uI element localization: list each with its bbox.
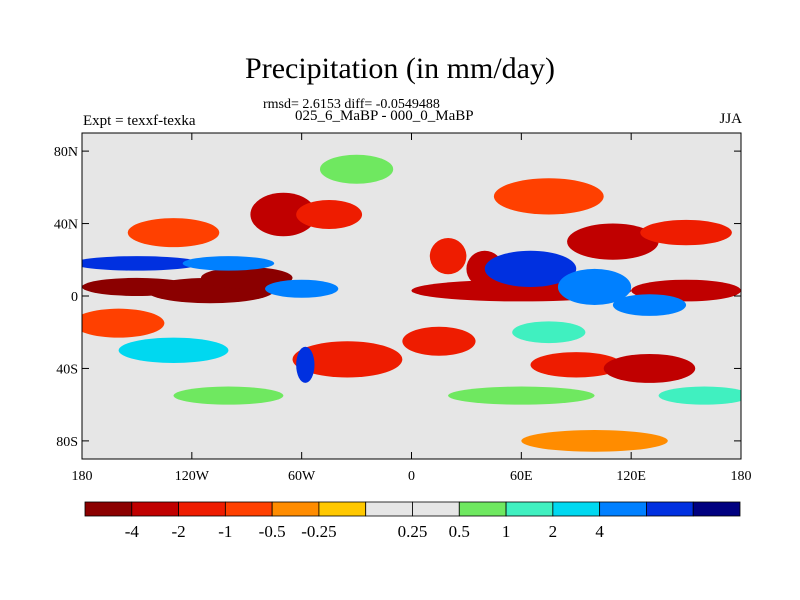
anomaly-fields	[82, 154, 741, 452]
colorbar-label: -0.5	[259, 522, 286, 541]
colorbar-swatch	[552, 501, 601, 517]
colorbar-swatch	[224, 501, 273, 517]
figure-title: Precipitation (in mm/day)	[245, 52, 555, 85]
anomaly-region	[200, 267, 293, 289]
anomaly-region	[493, 178, 604, 215]
colorbar-swatch	[131, 501, 179, 517]
colorbar-label: 1	[502, 522, 511, 541]
colorbar-swatch	[271, 501, 320, 517]
anomaly-region	[296, 200, 363, 229]
lat-tick-label: 40N	[54, 218, 78, 233]
colorbar-swatch	[318, 501, 367, 517]
colorbar-label: -0.25	[301, 522, 336, 541]
colorbar-label: 0.25	[398, 522, 428, 541]
colorbar-label: 4	[595, 522, 604, 541]
map-plot-area	[81, 132, 742, 460]
anomaly-region	[557, 268, 632, 306]
colorbar-swatch	[646, 501, 694, 517]
anomaly-region	[402, 326, 476, 356]
colorbar-swatch	[692, 501, 741, 517]
anomaly-region	[567, 223, 659, 260]
anomaly-region	[319, 154, 394, 184]
colorbar-label: -4	[125, 522, 140, 541]
lon-tick-label: 120E	[616, 469, 646, 484]
colorbar-swatch	[365, 501, 413, 517]
anomaly-region	[658, 386, 741, 405]
colorbar-label: -1	[218, 522, 232, 541]
colorbar-swatch	[178, 501, 226, 517]
lat-tick-label: 80N	[54, 145, 78, 160]
lon-tick-label: 0	[408, 469, 415, 484]
experiment-label: Expt = texxf-texka	[83, 113, 196, 129]
anomaly-region	[82, 256, 201, 271]
anomaly-region	[530, 352, 623, 378]
lat-tick-label: 80S	[56, 435, 78, 450]
anomaly-region	[296, 346, 315, 383]
map-axes: 80N 40N 0 40S 80S 180 120W 60W 0 60E 120E 180	[54, 133, 752, 484]
anomaly-region	[484, 250, 577, 287]
anomaly-region	[265, 279, 339, 298]
colorbar-swatch	[458, 501, 507, 517]
anomaly-region	[182, 256, 275, 271]
colorbar-swatch	[412, 501, 460, 517]
colorbar-swatch	[505, 501, 554, 517]
colorbar-label: -2	[171, 522, 185, 541]
anomaly-region	[82, 308, 165, 338]
anomaly-region	[250, 192, 317, 237]
lon-tick-label: 120W	[175, 469, 210, 484]
colorbar-swatch	[599, 501, 647, 517]
anomaly-region	[173, 386, 284, 405]
lon-tick-label: 180	[72, 469, 93, 484]
colorbar: -4 -2 -1 -0.5 -0.25 0.25 0.5 1 2 4	[84, 501, 741, 541]
anomaly-region	[118, 337, 229, 364]
lat-tick-label: 40S	[56, 362, 78, 377]
anomaly-region	[448, 386, 595, 405]
anomaly-region	[640, 219, 732, 246]
lat-tick-label: 0	[71, 290, 78, 305]
anomaly-region	[521, 430, 668, 452]
colorbar-label: 2	[549, 522, 558, 541]
anomaly-region	[512, 321, 586, 344]
anomaly-region	[612, 294, 687, 316]
anomaly-region	[292, 341, 403, 378]
rmsd-diff-stats: rmsd= 2.6153 diff= -0.0549488	[263, 97, 440, 112]
anomaly-region	[127, 218, 220, 248]
colorbar-swatch	[84, 501, 133, 517]
anomaly-region	[429, 238, 467, 275]
period-label: 025_6_MaBP - 000_0_MaBP	[295, 108, 474, 124]
lon-tick-label: 60E	[510, 469, 533, 484]
colorbar-label: 0.5	[449, 522, 470, 541]
anomaly-region	[603, 353, 696, 383]
lon-tick-label: 180	[731, 469, 752, 484]
lon-tick-label: 60W	[288, 469, 316, 484]
season-label: JJA	[719, 111, 742, 127]
